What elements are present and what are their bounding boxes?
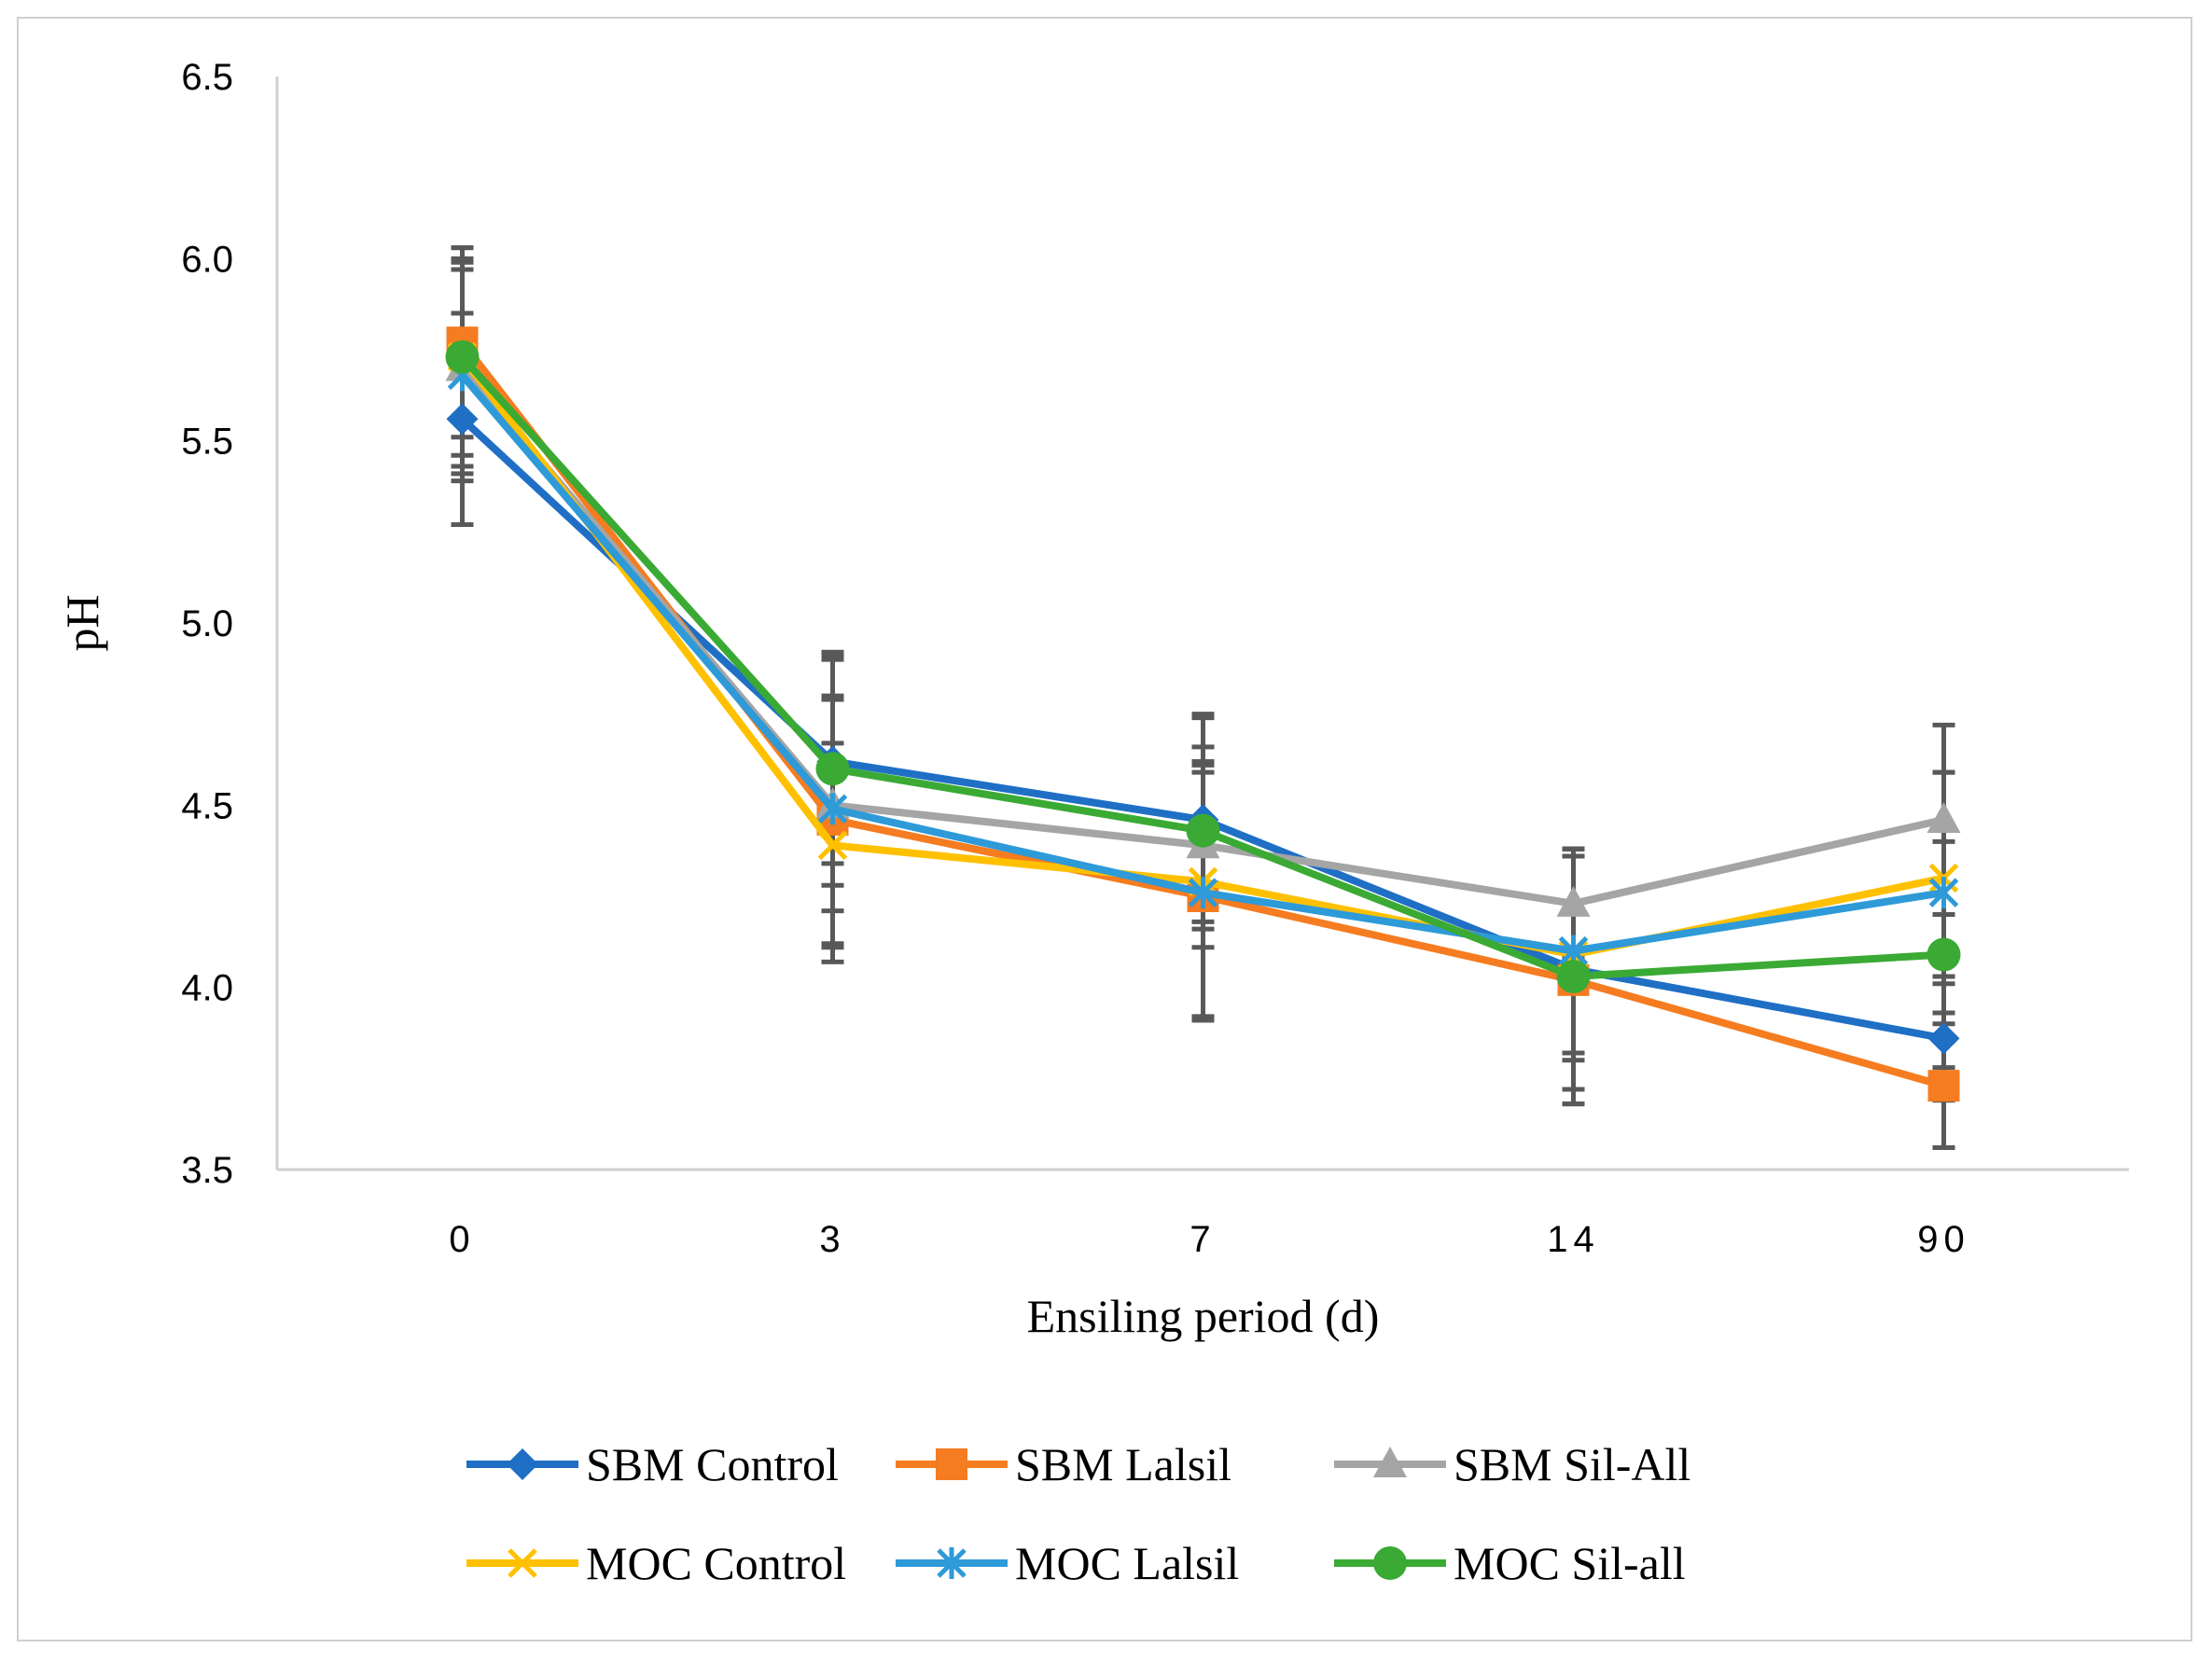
legend-marker: [937, 1547, 967, 1579]
data-point-sbm-control: [1927, 1022, 1960, 1055]
y-tick-label: 5.5: [181, 422, 233, 463]
data-point-moc-lalsil: [817, 793, 848, 825]
chart-frame: [17, 17, 2192, 1641]
axes: [275, 76, 2129, 1171]
data-point-sbm-control: [446, 403, 479, 436]
legend-item-sbm-lalsil: SBM Lalsil: [896, 1438, 1231, 1490]
x-tick-label: 3: [819, 1219, 845, 1260]
legend-item-moc-control: MOC Control: [466, 1537, 846, 1589]
data-point-moc-lalsil: [1928, 877, 1959, 909]
x-axis-title: Ensiling period (d): [1027, 1290, 1380, 1342]
legend-marker: [508, 1548, 537, 1578]
series-moc-sil-all: [445, 339, 1961, 993]
legend-item-moc-lalsil: MOC Lalsil: [896, 1537, 1239, 1589]
data-point-moc-sil-all: [1556, 959, 1591, 993]
legend-label: SBM Control: [586, 1438, 839, 1490]
circle-shape: [1373, 1546, 1407, 1580]
data-point-moc-sil-all: [1927, 937, 1961, 972]
legend-item-moc-sil-all: MOC Sil-all: [1334, 1537, 1686, 1589]
x-stroke: [817, 830, 848, 861]
legend-label: SBM Sil-All: [1454, 1438, 1690, 1490]
circle-shape: [445, 339, 480, 374]
legend-marker: [1373, 1447, 1407, 1477]
y-tick-labels: 3.5 4.0 4.5 5.0 5.5 6.0 6.5: [181, 57, 233, 1191]
diamond-shape: [1927, 1022, 1960, 1055]
y-tick-label: 5.0: [181, 603, 233, 644]
y-tick-label: 6.0: [181, 239, 233, 280]
error-bars: [451, 245, 1955, 1151]
circle-shape: [1186, 813, 1220, 848]
legend-label: MOC Lalsil: [1015, 1537, 1239, 1589]
legend-marker: [507, 1448, 538, 1480]
triangle-shape: [1927, 801, 1961, 833]
square-shape: [936, 1448, 967, 1480]
x-tick-labels: 0 3 7 14 90: [449, 1219, 1970, 1260]
data-point-sbm-sil-all: [1927, 801, 1961, 833]
legend-item-sbm-sil-all: SBM Sil-All: [1334, 1438, 1690, 1490]
circle-shape: [1556, 959, 1591, 993]
y-tick-label: 4.0: [181, 968, 233, 1009]
legend-label: MOC Control: [586, 1537, 846, 1589]
triangle-shape: [1556, 885, 1591, 917]
square-shape: [1927, 1070, 1960, 1102]
x-tick-label: 90: [1917, 1219, 1970, 1260]
x-tick-label: 7: [1189, 1219, 1216, 1260]
triangle-shape: [1373, 1447, 1407, 1477]
x-tick-label: 0: [449, 1219, 475, 1260]
data-point-moc-sil-all: [1186, 813, 1220, 848]
y-tick-label: 6.5: [181, 57, 233, 98]
series-layer: [445, 326, 1961, 1102]
y-tick-label: 3.5: [181, 1150, 233, 1191]
x-stroke: [508, 1548, 537, 1578]
data-point-sbm-lalsil: [1927, 1070, 1960, 1102]
data-point-moc-lalsil: [1188, 877, 1218, 909]
legend-marker: [1373, 1546, 1407, 1580]
diamond-shape: [507, 1448, 538, 1480]
data-point-sbm-sil-all: [1556, 885, 1591, 917]
data-point-moc-control: [817, 830, 848, 861]
y-axis-title: pH: [56, 594, 108, 651]
y-tick-label: 4.5: [181, 785, 233, 826]
legend-marker: [936, 1448, 967, 1480]
circle-shape: [815, 752, 850, 786]
legend: SBM Control SBM Lalsil SBM Sil-All MOC Cont…: [466, 1438, 1690, 1589]
diamond-shape: [446, 403, 479, 436]
legend-label: SBM Lalsil: [1015, 1438, 1231, 1490]
legend-item-sbm-control: SBM Control: [466, 1438, 839, 1490]
data-point-moc-sil-all: [445, 339, 480, 374]
x-tick-label: 14: [1547, 1219, 1600, 1260]
circle-shape: [1927, 937, 1961, 972]
data-point-moc-sil-all: [815, 752, 850, 786]
legend-label: MOC Sil-all: [1454, 1537, 1686, 1589]
